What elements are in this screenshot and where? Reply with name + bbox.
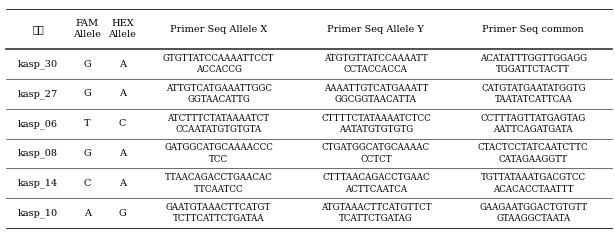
Text: G: G	[84, 90, 91, 98]
Text: G: G	[119, 209, 126, 218]
Text: CCTTTAGTTATGAGTAG
AATTCAGATGATA: CCTTTAGTTATGAGTAG AATTCAGATGATA	[481, 114, 586, 134]
Text: A: A	[84, 209, 91, 218]
Text: FAM
Allele: FAM Allele	[73, 19, 101, 39]
Text: CATGTATGAATATGGTG
TAATATCATTCAA: CATGTATGAATATGGTG TAATATCATTCAA	[481, 84, 585, 104]
Text: kasp_27: kasp_27	[18, 89, 58, 99]
Text: Primer Seq Allele X: Primer Seq Allele X	[170, 25, 268, 34]
Text: ATGTGTTATCCAAAATT
CCTACCACCA: ATGTGTTATCCAAAATT CCTACCACCA	[324, 54, 428, 74]
Text: CTTTAACAGACCTGAAC
ACTTCAATCA: CTTTAACAGACCTGAAC ACTTCAATCA	[322, 173, 430, 194]
Text: kasp_10: kasp_10	[18, 208, 58, 218]
Text: kasp_14: kasp_14	[18, 178, 58, 188]
Text: kasp_08: kasp_08	[18, 149, 58, 158]
Text: 마커: 마커	[32, 25, 44, 34]
Text: TTAACAGACCTGAACAC
TTCAATCC: TTAACAGACCTGAACAC TTCAATCC	[165, 173, 272, 194]
Text: Primer Seq Allele Y: Primer Seq Allele Y	[327, 25, 424, 34]
Text: ATCTTTCTATAAAATCT
CCAATATGTGTGTA: ATCTTTCTATAAAATCT CCAATATGTGTGTA	[167, 114, 269, 134]
Text: G: G	[84, 149, 91, 158]
Text: ATGTAAACTTCATGTTCT
TCATTCTGATAG: ATGTAAACTTCATGTTCT TCATTCTGATAG	[320, 203, 431, 223]
Text: GAATGTAAACTTCATGT
TCTTCATTCTGATAA: GAATGTAAACTTCATGT TCTTCATTCTGATAA	[166, 203, 271, 223]
Text: A: A	[119, 179, 126, 188]
Text: CTTTTCTATAAAATCTCC
AATATGTGTGTG: CTTTTCTATAAAATCTCC AATATGTGTGTG	[321, 114, 430, 134]
Text: AAAATTGTCATGAAATT
GGCGGTAACATTA: AAAATTGTCATGAAATT GGCGGTAACATTA	[323, 84, 428, 104]
Text: ATTGTCATGAAATTGGC
GGTAACATTG: ATTGTCATGAAATTGGC GGTAACATTG	[165, 84, 272, 104]
Text: CTACTCCTATCAATCTTC
CATAGAAGGTT: CTACTCCTATCAATCTTC CATAGAAGGTT	[478, 143, 589, 164]
Text: T: T	[84, 119, 90, 128]
Text: C: C	[84, 179, 91, 188]
Text: TGTTATAAATGACGTCC
ACACACCTAATTT: TGTTATAAATGACGTCC ACACACCTAATTT	[481, 173, 586, 194]
Text: GATGGCATGCAAAACCC
TCC: GATGGCATGCAAAACCC TCC	[164, 143, 273, 164]
Text: Primer Seq common: Primer Seq common	[482, 25, 584, 34]
Text: kasp_06: kasp_06	[18, 119, 58, 129]
Text: C: C	[119, 119, 126, 128]
Text: A: A	[119, 149, 126, 158]
Text: A: A	[119, 60, 126, 69]
Text: G: G	[84, 60, 91, 69]
Text: ACATATTTGGTTGGAGG
TGGATTCTACTT: ACATATTTGGTTGGAGG TGGATTCTACTT	[480, 54, 587, 74]
Text: CTGATGGCATGCAAAAC
CCTCT: CTGATGGCATGCAAAAC CCTCT	[322, 143, 430, 164]
Text: GAAGAATGGACTGTGTT
GTAAGGCTAATA: GAAGAATGGACTGTGTT GTAAGGCTAATA	[479, 203, 587, 223]
Text: A: A	[119, 90, 126, 98]
Text: GTGTTATCCAAAATTCCT
ACCACCG: GTGTTATCCAAAATTCCT ACCACCG	[163, 54, 274, 74]
Text: HEX
Allele: HEX Allele	[108, 19, 137, 39]
Text: kasp_30: kasp_30	[18, 59, 58, 69]
